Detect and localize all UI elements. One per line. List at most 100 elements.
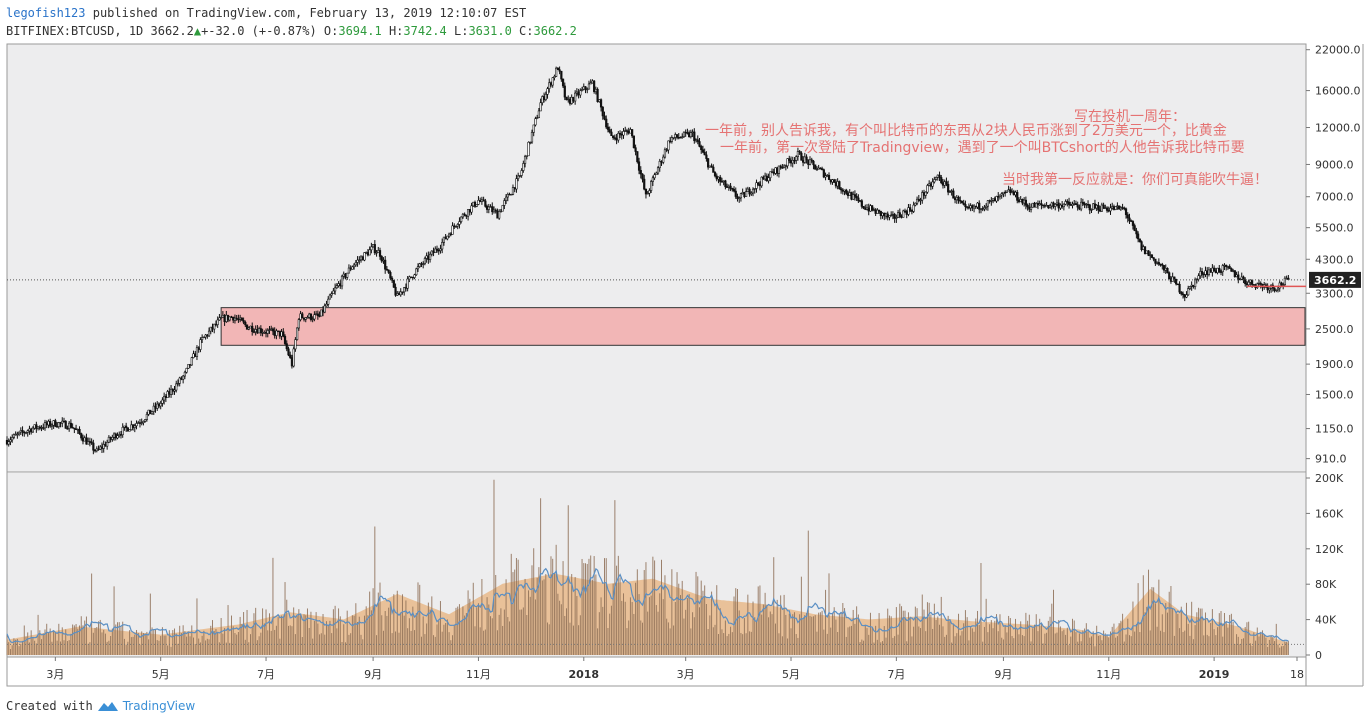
candle-body xyxy=(563,85,566,98)
candle-body xyxy=(142,421,145,423)
author-link[interactable]: legofish123 xyxy=(6,6,86,20)
candle-body xyxy=(221,314,224,318)
candle-body xyxy=(765,175,768,182)
candle-body xyxy=(259,328,262,333)
candle-body xyxy=(118,434,121,436)
time-tick-label: 7月 xyxy=(257,668,275,681)
candle-body xyxy=(294,339,297,350)
candle-body xyxy=(981,208,984,210)
candle-body xyxy=(1095,205,1098,209)
annotation-text: 当时我第一反应就是：你们可真能吹牛逼！ xyxy=(1002,171,1268,188)
candle-body xyxy=(261,332,264,334)
candle-body xyxy=(328,294,332,300)
candle-body xyxy=(378,250,382,257)
candle-body xyxy=(1190,284,1193,287)
price-tick-label: 4300.0 xyxy=(1315,253,1354,266)
candle-body xyxy=(594,88,597,92)
candle-body xyxy=(21,430,24,433)
candle-body xyxy=(910,210,913,212)
candle-body xyxy=(732,189,736,192)
candle-body xyxy=(1083,203,1086,206)
candle-body xyxy=(349,267,352,270)
candle-body xyxy=(646,192,649,195)
candle-body xyxy=(1109,207,1112,212)
candle-body xyxy=(536,117,539,119)
candle-body xyxy=(976,202,979,208)
candle-body xyxy=(696,139,699,142)
candle-body xyxy=(81,437,85,442)
candle-body xyxy=(922,192,926,196)
low-value: 3631.0 xyxy=(468,24,512,38)
candle-body xyxy=(1273,287,1276,291)
candle-body xyxy=(693,131,696,142)
candle-body xyxy=(1081,201,1084,204)
candle-body xyxy=(264,332,268,334)
candle-body xyxy=(282,331,285,337)
candle-body xyxy=(93,449,97,452)
candle-body xyxy=(926,185,929,193)
candle-body xyxy=(1178,283,1181,293)
tradingview-brand[interactable]: TradingView xyxy=(122,699,196,713)
volume-tick-label: 120K xyxy=(1315,543,1344,556)
candle-body xyxy=(803,156,806,163)
candle-body xyxy=(995,196,998,202)
candle-body xyxy=(938,174,941,178)
candle-body xyxy=(239,317,242,320)
candle-body xyxy=(769,171,772,179)
candle-body xyxy=(232,316,235,321)
candle-body xyxy=(1213,267,1216,272)
publish-info: legofish123 published on TradingView.com… xyxy=(6,6,526,20)
candle-body xyxy=(674,134,677,138)
candle-body xyxy=(389,272,392,279)
candle-body xyxy=(1251,279,1254,285)
candle-body xyxy=(428,253,432,260)
candle-body xyxy=(831,179,834,183)
candle-body xyxy=(1036,203,1040,206)
candle-body xyxy=(762,176,765,180)
candle-body xyxy=(90,441,93,444)
candle-body xyxy=(814,164,817,170)
candle-body xyxy=(415,268,418,276)
candle-body xyxy=(644,188,648,195)
candle-body xyxy=(334,287,337,292)
candle-body xyxy=(808,159,812,165)
candle-body xyxy=(1057,202,1060,209)
candle-body xyxy=(171,388,174,392)
candle-body xyxy=(309,313,313,320)
change-text: +-32.0 (+-0.87%) xyxy=(201,24,317,38)
candle-body xyxy=(140,422,143,424)
candle-body xyxy=(736,196,739,200)
candle-body xyxy=(1107,210,1110,212)
candle-body xyxy=(1194,279,1197,288)
candle-body xyxy=(776,167,779,174)
candle-body xyxy=(451,225,454,235)
candle-body xyxy=(401,291,404,293)
candle-body xyxy=(266,330,269,334)
candle-body xyxy=(1124,208,1128,215)
price-tick-label: 3300.0 xyxy=(1315,287,1354,300)
candle-body xyxy=(518,175,521,177)
candle-body xyxy=(665,149,668,151)
candle-body xyxy=(672,137,675,139)
candle-body xyxy=(917,198,920,201)
candle-body xyxy=(361,256,364,261)
candle-body xyxy=(1147,250,1150,256)
candle-body xyxy=(52,420,55,426)
candle-body xyxy=(599,99,603,108)
candle-body xyxy=(337,283,340,286)
volume-tick-label: 80K xyxy=(1315,578,1337,591)
candle-body xyxy=(650,181,653,191)
candle-body xyxy=(1128,217,1131,222)
candle-body xyxy=(1052,202,1055,207)
candle-body xyxy=(517,175,520,179)
candle-body xyxy=(888,215,891,218)
candle-body xyxy=(78,428,81,434)
candle-body xyxy=(1209,269,1212,273)
candle-body xyxy=(147,409,150,415)
candle-body xyxy=(653,174,656,179)
candle-body xyxy=(555,67,558,77)
candle-body xyxy=(755,182,758,189)
candle-body xyxy=(347,267,351,274)
candle-body xyxy=(202,336,205,339)
